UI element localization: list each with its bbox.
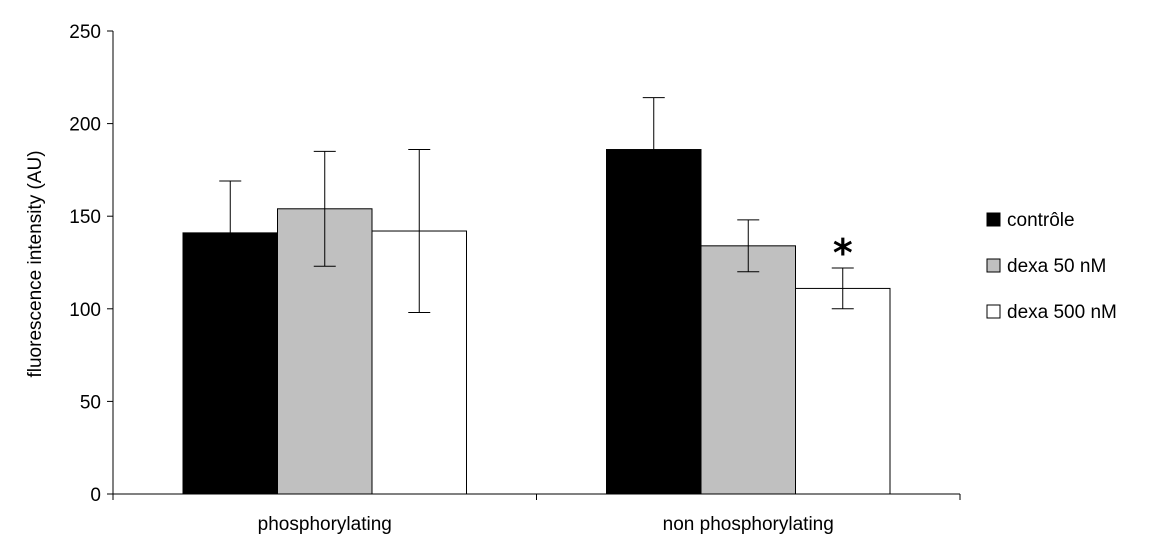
- bar: [700, 245, 796, 495]
- y-tick-label: 50: [80, 392, 101, 413]
- bar: [606, 149, 702, 495]
- y-tick-label: 200: [69, 115, 101, 136]
- legend-swatch: [986, 258, 1001, 273]
- bar: [795, 287, 891, 495]
- x-category-label: non phosphorylating: [663, 514, 834, 535]
- legend-label: dexa 50 nM: [1007, 256, 1106, 277]
- y-tick-label: 150: [69, 207, 101, 228]
- y-tick-label: 100: [69, 300, 101, 321]
- significance-marker: *: [833, 231, 853, 275]
- y-axis-title: fluorescence intensity (AU): [25, 150, 46, 377]
- x-category-label: phosphorylating: [258, 514, 392, 535]
- y-tick-label: 0: [90, 485, 101, 506]
- legend-swatch: [986, 304, 1001, 319]
- legend-label: dexa 500 nM: [1007, 302, 1117, 323]
- legend-swatch: [986, 212, 1001, 227]
- y-tick-label: 250: [69, 22, 101, 43]
- legend-label: contrôle: [1007, 210, 1075, 231]
